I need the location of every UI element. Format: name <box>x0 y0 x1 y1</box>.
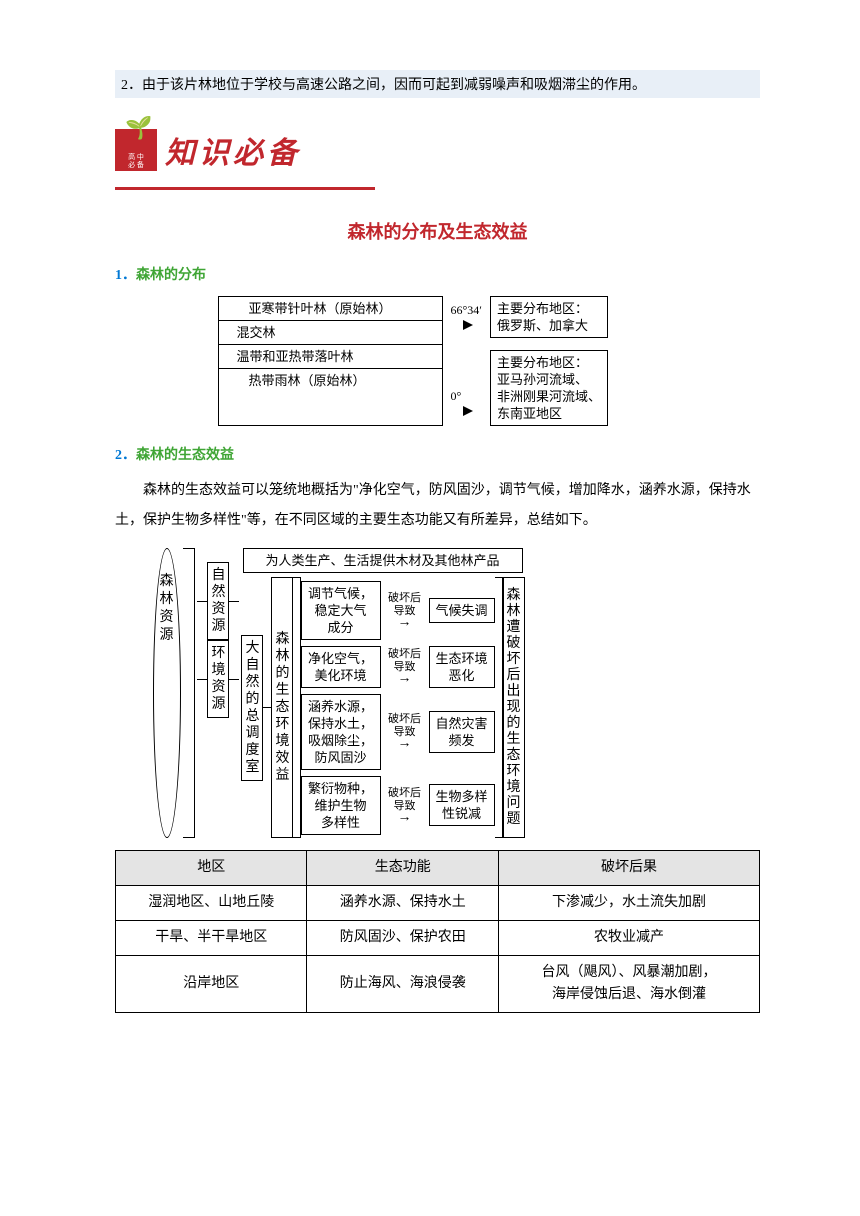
benefits-diagram: 森林资源 自然资源 环境资源 为人类生产、生活提供木材及其他林产品 大自然的总调… <box>153 548 723 838</box>
body-paragraph: 森林的生态效益可以笼统地概括为"净化空气，防风固沙，调节气候，增加降水，涵养水源… <box>115 476 760 536</box>
logo-icon: 🌱 高 中必 备 <box>115 129 157 171</box>
topic-title: 森林的分布及生态效益 <box>115 218 760 244</box>
box-rainforest: 主要分布地区：亚马孙河流域、非洲刚果河流域、东南亚地区 <box>490 350 608 426</box>
region-table: 地区生态功能破坏后果 湿润地区、山地丘陵涵养水源、保持水土下渗减少，水土流失加剧… <box>115 850 760 1013</box>
header-title: 知识必备 <box>165 128 301 172</box>
distribution-diagram: 亚寒带针叶林（原始林） 混交林 温带和亚热带落叶林 热带雨林（原始林） 66°3… <box>218 296 658 426</box>
section-header: 🌱 高 中必 备 知识必备 <box>115 128 760 172</box>
section-1-title: 1．森林的分布 <box>115 264 760 284</box>
box-coniferous: 主要分布地区：俄罗斯、加拿大 <box>490 296 608 338</box>
answer-text: 2．由于该片林地位于学校与高速公路之间，因而可起到减弱噪声和吸烟滞尘的作用。 <box>115 70 760 98</box>
section-2-title: 2．森林的生态效益 <box>115 444 760 464</box>
header-underline <box>115 187 375 190</box>
